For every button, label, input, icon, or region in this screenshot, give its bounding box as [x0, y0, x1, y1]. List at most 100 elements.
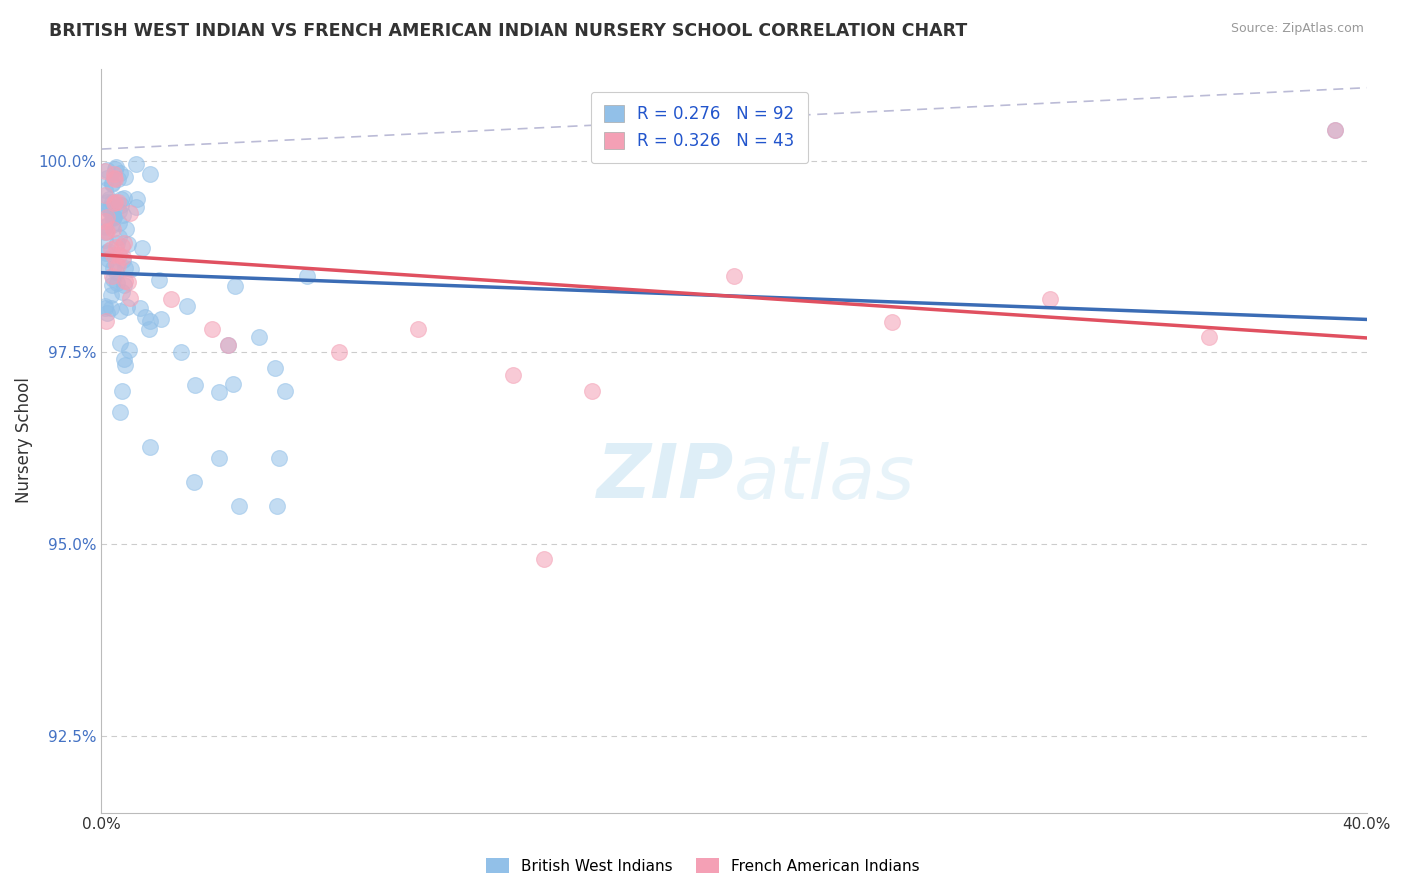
Point: [115, 300, 138, 314]
Point: [882, 315, 904, 329]
Point: [104, 195, 127, 210]
Point: [111, 285, 134, 299]
Point: [101, 210, 124, 224]
Point: [114, 260, 136, 275]
Point: [224, 279, 246, 293]
Point: [103, 170, 125, 185]
Point: [114, 274, 136, 288]
Point: [101, 221, 124, 235]
Point: [93, 219, 115, 233]
Point: [131, 241, 153, 255]
Point: [581, 384, 603, 398]
Point: [93, 301, 115, 315]
Point: [533, 552, 555, 566]
Point: [112, 250, 135, 264]
Point: [108, 216, 131, 230]
Point: [406, 322, 429, 336]
Point: [120, 262, 142, 277]
Point: [723, 268, 745, 283]
Point: [96, 162, 118, 177]
Point: [120, 206, 142, 220]
Point: [149, 311, 172, 326]
Point: [108, 405, 131, 419]
Point: [114, 191, 136, 205]
Point: [96, 224, 118, 238]
Point: [100, 288, 122, 302]
Point: [176, 299, 198, 313]
Point: [96, 245, 118, 260]
Point: [118, 291, 141, 305]
Point: [112, 352, 135, 367]
Point: [217, 337, 239, 351]
Point: [112, 235, 135, 250]
Point: [105, 276, 128, 290]
Point: [108, 335, 131, 350]
Point: [264, 360, 287, 375]
Point: [101, 211, 124, 226]
Point: [1039, 292, 1062, 306]
Point: [96, 225, 118, 239]
Point: [104, 162, 127, 177]
Point: [222, 376, 245, 391]
Point: [125, 201, 148, 215]
Point: [108, 248, 131, 262]
Point: [101, 278, 124, 293]
Point: [98, 192, 121, 206]
Point: [124, 157, 146, 171]
Point: [94, 299, 117, 313]
Point: [101, 248, 124, 262]
Point: [107, 235, 129, 250]
Y-axis label: Nursery School: Nursery School: [15, 377, 32, 503]
Point: [103, 271, 125, 285]
Point: [103, 171, 125, 186]
Point: [502, 368, 524, 383]
Point: [267, 451, 290, 466]
Point: [93, 258, 115, 272]
Point: [1324, 123, 1347, 137]
Point: [111, 239, 134, 253]
Point: [97, 244, 120, 258]
Point: [129, 301, 152, 316]
Point: [117, 237, 139, 252]
Point: [201, 322, 224, 336]
Point: [217, 337, 239, 351]
Point: [110, 384, 132, 398]
Point: [108, 229, 131, 244]
Point: [107, 258, 129, 272]
Point: [93, 225, 115, 239]
Point: [274, 384, 297, 398]
Point: [139, 440, 162, 454]
Point: [101, 177, 124, 191]
Point: [114, 358, 136, 372]
Point: [93, 219, 115, 234]
Point: [249, 330, 271, 344]
Text: atlas: atlas: [734, 442, 915, 514]
Point: [184, 378, 207, 392]
Point: [169, 345, 191, 359]
Point: [328, 345, 350, 359]
Point: [93, 163, 115, 178]
Point: [295, 268, 318, 283]
Point: [138, 322, 160, 336]
Point: [266, 499, 288, 513]
Point: [94, 187, 117, 202]
Point: [100, 301, 122, 315]
Point: [101, 177, 124, 191]
Point: [105, 257, 128, 271]
Point: [1324, 123, 1347, 137]
Point: [103, 196, 125, 211]
Point: [96, 195, 118, 210]
Legend: British West Indians, French American Indians: British West Indians, French American In…: [481, 852, 925, 880]
Point: [100, 195, 122, 210]
Point: [112, 278, 135, 293]
Point: [100, 269, 122, 284]
Point: [118, 343, 141, 357]
Point: [108, 304, 131, 318]
Point: [93, 213, 115, 227]
Point: [97, 252, 120, 266]
Point: [103, 168, 125, 182]
Point: [160, 292, 183, 306]
Point: [208, 384, 231, 399]
Point: [98, 202, 121, 216]
Point: [96, 306, 118, 320]
